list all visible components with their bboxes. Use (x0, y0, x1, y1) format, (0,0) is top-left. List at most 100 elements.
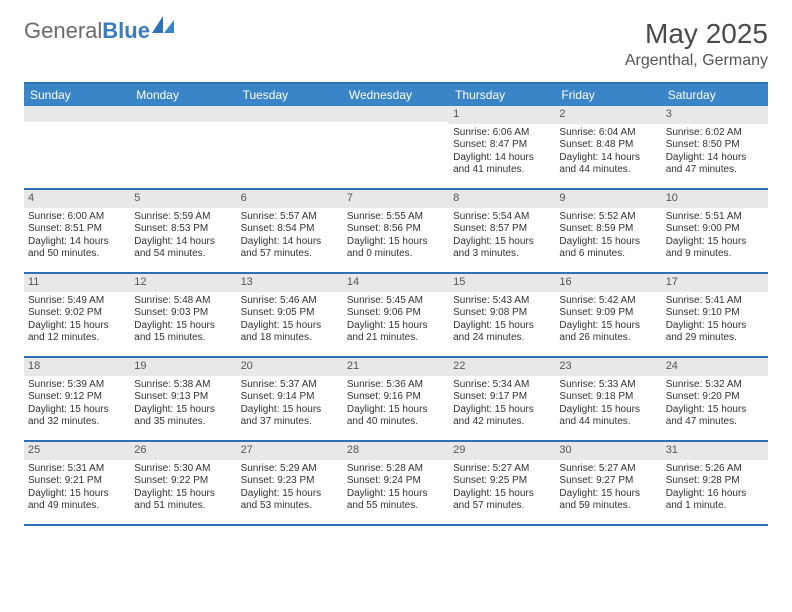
sunset-text: Sunset: 8:57 PM (453, 223, 551, 236)
sunset-text: Sunset: 9:14 PM (241, 391, 339, 404)
daylight-text: Daylight: 15 hours and 0 minutes. (347, 236, 445, 261)
sunset-text: Sunset: 8:48 PM (559, 139, 657, 152)
daylight-text: Daylight: 15 hours and 53 minutes. (241, 488, 339, 513)
sunrise-text: Sunrise: 5:45 AM (347, 295, 445, 308)
day-cell: 11Sunrise: 5:49 AMSunset: 9:02 PMDayligh… (24, 274, 130, 356)
day-number: 28 (343, 442, 449, 460)
day-header-row: Sunday Monday Tuesday Wednesday Thursday… (24, 84, 768, 106)
day-body: Sunrise: 5:36 AMSunset: 9:16 PMDaylight:… (343, 376, 449, 433)
daylight-text: Daylight: 15 hours and 40 minutes. (347, 404, 445, 429)
day-cell (24, 106, 130, 188)
day-number: 20 (237, 358, 343, 376)
sunrise-text: Sunrise: 5:28 AM (347, 463, 445, 476)
sunset-text: Sunset: 8:51 PM (28, 223, 126, 236)
day-body: Sunrise: 5:43 AMSunset: 9:08 PMDaylight:… (449, 292, 555, 349)
sunrise-text: Sunrise: 5:51 AM (666, 211, 764, 224)
daylight-text: Daylight: 15 hours and 29 minutes. (666, 320, 764, 345)
day-number: 11 (24, 274, 130, 292)
sunrise-text: Sunrise: 6:06 AM (453, 127, 551, 140)
sunset-text: Sunset: 9:06 PM (347, 307, 445, 320)
day-number: 27 (237, 442, 343, 460)
day-number: 30 (555, 442, 661, 460)
day-body: Sunrise: 5:49 AMSunset: 9:02 PMDaylight:… (24, 292, 130, 349)
day-number (343, 106, 449, 122)
sunset-text: Sunset: 9:05 PM (241, 307, 339, 320)
week-row: 4Sunrise: 6:00 AMSunset: 8:51 PMDaylight… (24, 190, 768, 274)
sunrise-text: Sunrise: 6:04 AM (559, 127, 657, 140)
day-cell: 12Sunrise: 5:48 AMSunset: 9:03 PMDayligh… (130, 274, 236, 356)
day-body: Sunrise: 5:39 AMSunset: 9:12 PMDaylight:… (24, 376, 130, 433)
sunset-text: Sunset: 9:24 PM (347, 475, 445, 488)
daylight-text: Daylight: 15 hours and 26 minutes. (559, 320, 657, 345)
day-body: Sunrise: 5:48 AMSunset: 9:03 PMDaylight:… (130, 292, 236, 349)
day-number: 26 (130, 442, 236, 460)
day-number: 14 (343, 274, 449, 292)
sunset-text: Sunset: 8:50 PM (666, 139, 764, 152)
day-body: Sunrise: 5:27 AMSunset: 9:27 PMDaylight:… (555, 460, 661, 517)
daylight-text: Daylight: 16 hours and 1 minute. (666, 488, 764, 513)
day-number (237, 106, 343, 122)
logo-sail-icon (152, 14, 174, 40)
sunrise-text: Sunrise: 5:48 AM (134, 295, 232, 308)
day-body: Sunrise: 5:55 AMSunset: 8:56 PMDaylight:… (343, 208, 449, 265)
day-cell: 15Sunrise: 5:43 AMSunset: 9:08 PMDayligh… (449, 274, 555, 356)
day-cell: 22Sunrise: 5:34 AMSunset: 9:17 PMDayligh… (449, 358, 555, 440)
day-body: Sunrise: 5:41 AMSunset: 9:10 PMDaylight:… (662, 292, 768, 349)
sunrise-text: Sunrise: 5:31 AM (28, 463, 126, 476)
sunrise-text: Sunrise: 5:33 AM (559, 379, 657, 392)
day-cell: 18Sunrise: 5:39 AMSunset: 9:12 PMDayligh… (24, 358, 130, 440)
sunset-text: Sunset: 9:17 PM (453, 391, 551, 404)
daylight-text: Daylight: 14 hours and 44 minutes. (559, 152, 657, 177)
day-body: Sunrise: 5:34 AMSunset: 9:17 PMDaylight:… (449, 376, 555, 433)
sunset-text: Sunset: 9:10 PM (666, 307, 764, 320)
dayhead-mon: Monday (130, 84, 236, 106)
day-body: Sunrise: 5:28 AMSunset: 9:24 PMDaylight:… (343, 460, 449, 517)
day-cell: 26Sunrise: 5:30 AMSunset: 9:22 PMDayligh… (130, 442, 236, 524)
day-body: Sunrise: 5:30 AMSunset: 9:22 PMDaylight:… (130, 460, 236, 517)
day-number: 21 (343, 358, 449, 376)
sunrise-text: Sunrise: 5:43 AM (453, 295, 551, 308)
sunrise-text: Sunrise: 5:49 AM (28, 295, 126, 308)
daylight-text: Daylight: 15 hours and 15 minutes. (134, 320, 232, 345)
sunset-text: Sunset: 9:13 PM (134, 391, 232, 404)
sunset-text: Sunset: 8:53 PM (134, 223, 232, 236)
day-number: 29 (449, 442, 555, 460)
day-number: 25 (24, 442, 130, 460)
day-body: Sunrise: 5:59 AMSunset: 8:53 PMDaylight:… (130, 208, 236, 265)
sunset-text: Sunset: 9:28 PM (666, 475, 764, 488)
day-cell (343, 106, 449, 188)
day-cell: 4Sunrise: 6:00 AMSunset: 8:51 PMDaylight… (24, 190, 130, 272)
day-body (130, 122, 236, 129)
day-number: 5 (130, 190, 236, 208)
day-body: Sunrise: 5:52 AMSunset: 8:59 PMDaylight:… (555, 208, 661, 265)
sunrise-text: Sunrise: 5:27 AM (559, 463, 657, 476)
day-cell: 5Sunrise: 5:59 AMSunset: 8:53 PMDaylight… (130, 190, 236, 272)
day-cell: 30Sunrise: 5:27 AMSunset: 9:27 PMDayligh… (555, 442, 661, 524)
sunrise-text: Sunrise: 5:27 AM (453, 463, 551, 476)
daylight-text: Daylight: 15 hours and 51 minutes. (134, 488, 232, 513)
title-block: May 2025 Argenthal, Germany (625, 18, 768, 70)
day-number: 7 (343, 190, 449, 208)
brand-logo: GeneralBlue (24, 18, 174, 44)
day-body: Sunrise: 5:57 AMSunset: 8:54 PMDaylight:… (237, 208, 343, 265)
dayhead-sun: Sunday (24, 84, 130, 106)
day-cell: 24Sunrise: 5:32 AMSunset: 9:20 PMDayligh… (662, 358, 768, 440)
day-body: Sunrise: 5:37 AMSunset: 9:14 PMDaylight:… (237, 376, 343, 433)
sunrise-text: Sunrise: 5:41 AM (666, 295, 764, 308)
day-body: Sunrise: 6:00 AMSunset: 8:51 PMDaylight:… (24, 208, 130, 265)
day-number: 1 (449, 106, 555, 124)
daylight-text: Daylight: 15 hours and 35 minutes. (134, 404, 232, 429)
day-number (130, 106, 236, 122)
day-number: 2 (555, 106, 661, 124)
location-label: Argenthal, Germany (625, 52, 768, 70)
day-number: 3 (662, 106, 768, 124)
day-number: 19 (130, 358, 236, 376)
sunrise-text: Sunrise: 5:30 AM (134, 463, 232, 476)
daylight-text: Daylight: 15 hours and 12 minutes. (28, 320, 126, 345)
sunset-text: Sunset: 9:27 PM (559, 475, 657, 488)
day-cell: 6Sunrise: 5:57 AMSunset: 8:54 PMDaylight… (237, 190, 343, 272)
brand-part1: General (24, 18, 102, 44)
sunset-text: Sunset: 9:23 PM (241, 475, 339, 488)
day-cell: 3Sunrise: 6:02 AMSunset: 8:50 PMDaylight… (662, 106, 768, 188)
day-body: Sunrise: 5:51 AMSunset: 9:00 PMDaylight:… (662, 208, 768, 265)
